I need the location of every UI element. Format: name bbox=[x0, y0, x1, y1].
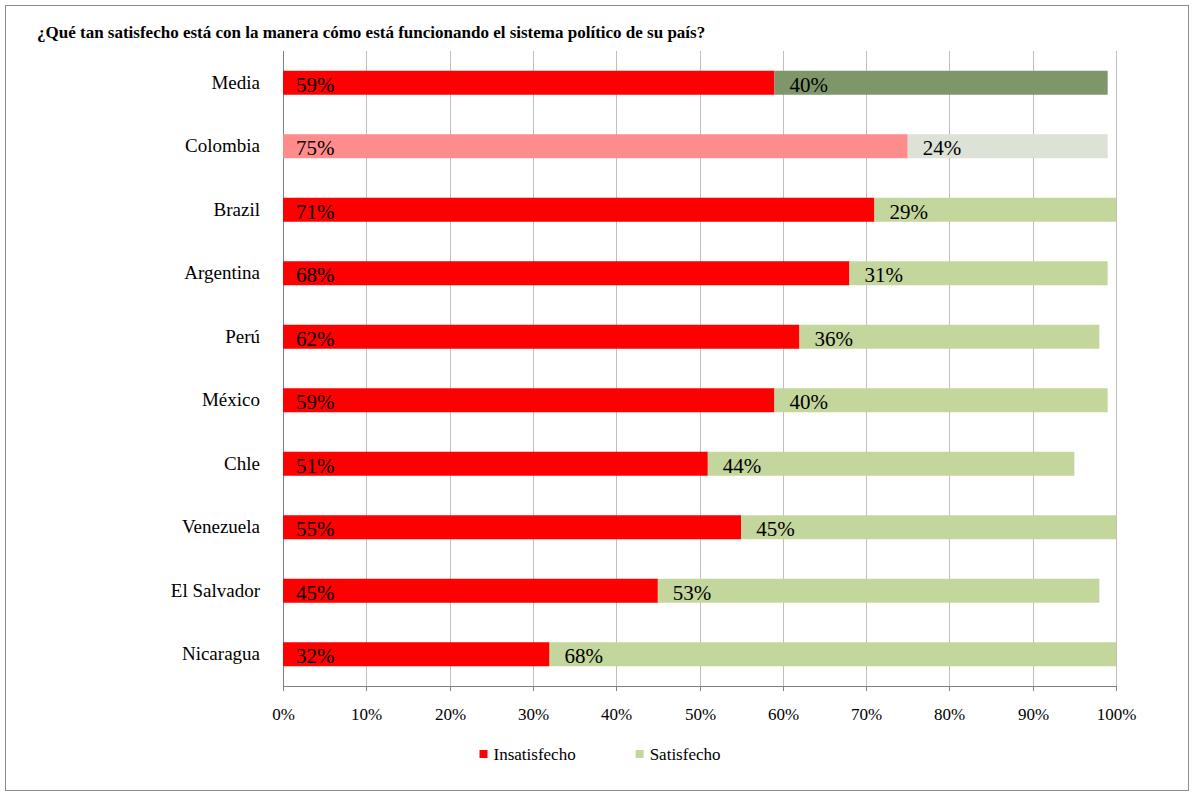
category-label: México bbox=[202, 389, 260, 410]
tick-mark bbox=[1116, 686, 1117, 691]
category-label: Media bbox=[211, 72, 260, 93]
category-label: Venezuela bbox=[182, 516, 261, 537]
data-label: 24% bbox=[923, 136, 962, 160]
bar bbox=[283, 198, 874, 222]
data-label: 40% bbox=[789, 73, 828, 97]
data-label: 62% bbox=[296, 327, 335, 351]
tick-label: 60% bbox=[768, 705, 799, 724]
category-label: Colombia bbox=[185, 135, 261, 156]
data-labels: 59% 40% 75% 24% 71% 29% 68% 31% 62% 36% 59% 40% 51% 4… bbox=[296, 73, 961, 669]
bar bbox=[283, 325, 799, 349]
data-label: 68% bbox=[565, 644, 604, 668]
data-label: 45% bbox=[756, 517, 795, 541]
legend-label: Satisfecho bbox=[650, 745, 721, 764]
data-label: 75% bbox=[296, 136, 335, 160]
tick-label: 50% bbox=[685, 705, 716, 724]
bar bbox=[283, 388, 774, 412]
x-axis bbox=[283, 686, 1116, 687]
data-label: 53% bbox=[673, 581, 712, 605]
legend-item: Insatisfecho bbox=[480, 745, 576, 764]
data-label: 29% bbox=[889, 200, 928, 224]
data-label: 59% bbox=[296, 73, 335, 97]
category-label: Nicaragua bbox=[182, 643, 261, 664]
data-label: 55% bbox=[296, 517, 335, 541]
chart-frame bbox=[6, 6, 1189, 791]
bar bbox=[283, 71, 774, 95]
tick-label: 40% bbox=[601, 705, 632, 724]
bar bbox=[283, 579, 658, 603]
legend-label: Insatisfecho bbox=[494, 745, 576, 764]
legend-item: Satisfecho bbox=[636, 745, 721, 764]
bars bbox=[283, 71, 1116, 667]
bar bbox=[283, 134, 908, 158]
data-label: 36% bbox=[814, 327, 853, 351]
legend-swatch bbox=[636, 750, 644, 758]
bar bbox=[741, 515, 1116, 539]
bar bbox=[283, 515, 741, 539]
legend: Insatisfecho Satisfecho bbox=[480, 745, 721, 764]
legend-swatch bbox=[480, 750, 488, 758]
data-label: 40% bbox=[789, 390, 828, 414]
title: ¿Qué tan satisfecho está con la manera c… bbox=[37, 23, 705, 42]
tick-label: 30% bbox=[518, 705, 549, 724]
data-label: 44% bbox=[723, 454, 762, 478]
tick-label: 20% bbox=[435, 705, 466, 724]
tick-label: 0% bbox=[272, 705, 295, 724]
data-label: 71% bbox=[296, 200, 335, 224]
bar bbox=[283, 261, 849, 285]
chart: ¿Qué tan satisfecho está con la manera c… bbox=[0, 0, 1195, 797]
tick-label: 100% bbox=[1097, 705, 1137, 724]
data-label: 32% bbox=[296, 644, 335, 668]
data-label: 45% bbox=[296, 581, 335, 605]
bar bbox=[283, 452, 708, 476]
category-label: Perú bbox=[225, 326, 260, 347]
data-label: 59% bbox=[296, 390, 335, 414]
tick-label: 80% bbox=[934, 705, 965, 724]
data-label: 31% bbox=[864, 263, 903, 287]
tick-label: 10% bbox=[351, 705, 382, 724]
category-label: Brazil bbox=[214, 199, 260, 220]
bar bbox=[550, 642, 1116, 666]
category-label: El Salvador bbox=[171, 580, 261, 601]
category-label: Argentina bbox=[184, 262, 260, 283]
bar bbox=[658, 579, 1099, 603]
category-label: Chle bbox=[224, 453, 260, 474]
tick-label: 90% bbox=[1018, 705, 1049, 724]
tick-label: 70% bbox=[851, 705, 882, 724]
data-label: 51% bbox=[296, 454, 335, 478]
bar bbox=[708, 452, 1075, 476]
grid-line bbox=[1116, 51, 1117, 686]
data-label: 68% bbox=[296, 263, 335, 287]
